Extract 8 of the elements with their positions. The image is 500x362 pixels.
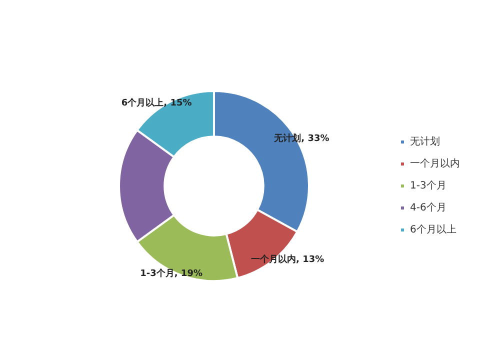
- data-label: 1-3个月, 19%: [140, 268, 202, 279]
- legend-label: 一个月以内: [410, 158, 460, 170]
- legend-label: 1-3个月: [410, 180, 446, 192]
- legend-label: 无计划: [410, 136, 440, 148]
- data-label: 一个月以内, 13%: [251, 254, 324, 265]
- legend-label: 6个月以上: [410, 224, 456, 236]
- data-label: 6个月以上, 15%: [121, 97, 192, 108]
- legend-label: 4-6个月: [410, 202, 446, 214]
